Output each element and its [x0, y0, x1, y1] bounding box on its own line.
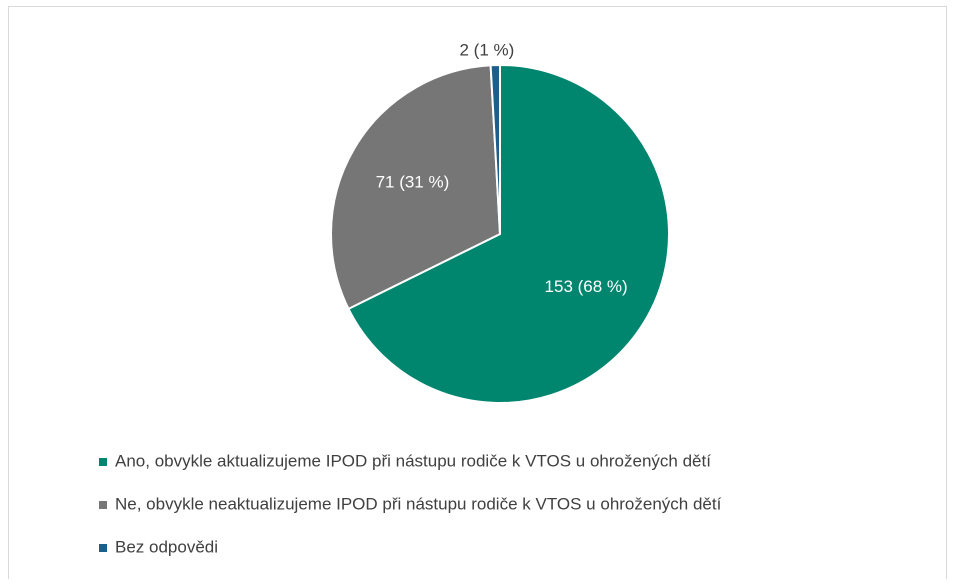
pie-slice	[347, 63, 670, 404]
legend-swatch	[99, 501, 107, 509]
pie-slice	[489, 63, 501, 235]
legend-label: Ano, obvykle aktualizujeme IPOD při nást…	[115, 451, 711, 470]
legend-swatch	[99, 458, 107, 466]
data-label: 2 (1 %)	[460, 41, 515, 60]
legend-label: Ne, obvykle neaktualizujeme IPOD při nás…	[115, 494, 722, 513]
pie-slice	[330, 64, 502, 311]
data-label: 71 (31 %)	[376, 172, 450, 191]
legend-label: Bez odpovědi	[115, 537, 218, 556]
data-label: 153 (68 %)	[545, 277, 628, 296]
legend-swatch	[99, 544, 107, 552]
chart-border	[8, 6, 947, 584]
